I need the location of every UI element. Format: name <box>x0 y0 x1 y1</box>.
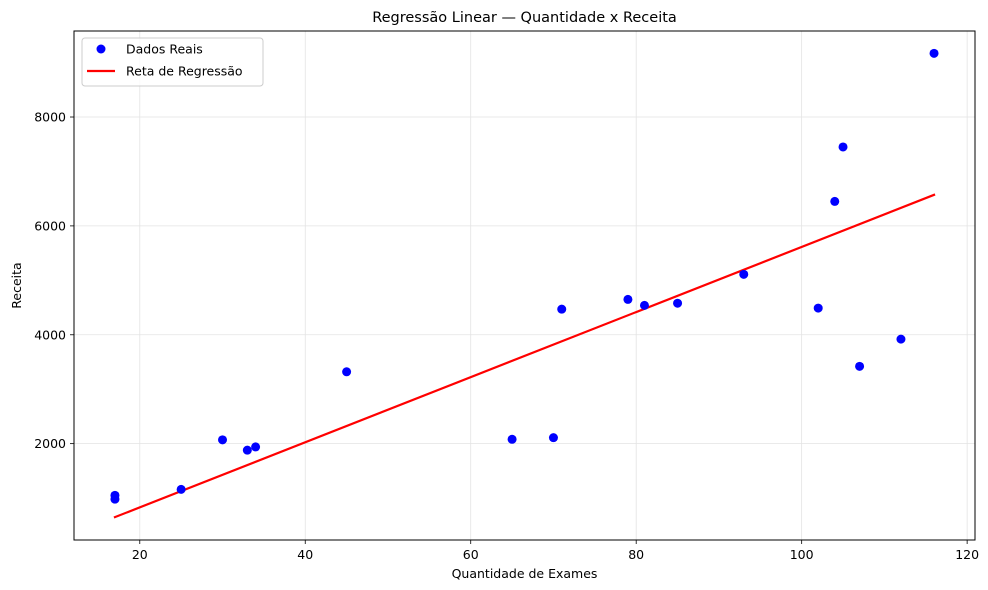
chart-title: Regressão Linear — Quantidade x Receita <box>372 10 677 26</box>
y-axis-label: Receita <box>9 262 24 308</box>
grid <box>74 31 975 540</box>
data-point <box>242 445 252 455</box>
x-tick-label: 120 <box>955 547 979 562</box>
data-point <box>739 269 749 279</box>
legend-marker-dados-reais <box>96 44 106 54</box>
x-tick-label: 80 <box>628 547 644 562</box>
data-point <box>838 142 848 152</box>
data-point <box>896 334 906 344</box>
legend-label-dados-reais: Dados Reais <box>126 42 203 57</box>
data-point <box>855 361 865 371</box>
data-point <box>176 484 186 494</box>
x-tick-label: 100 <box>790 547 814 562</box>
data-point <box>813 303 823 313</box>
data-point <box>673 298 683 308</box>
x-tick-label: 60 <box>463 547 479 562</box>
data-point <box>929 48 939 58</box>
scatter-points <box>110 48 939 504</box>
regression-line <box>113 193 936 519</box>
data-point <box>557 304 567 314</box>
y-tick-label: 8000 <box>34 110 66 125</box>
y-tick-label: 2000 <box>34 436 66 451</box>
legend-label-reta-de-regressao: Reta de Regressão <box>126 64 243 79</box>
legend-box <box>81 37 264 87</box>
data-point <box>342 367 352 377</box>
x-axis-ticks: 20 40 60 80 100 120 <box>132 540 979 562</box>
x-axis-label: Quantidade de Exames <box>452 566 598 581</box>
data-point <box>251 442 261 452</box>
data-point <box>218 435 228 445</box>
y-tick-label: 6000 <box>34 218 66 233</box>
x-tick-label: 20 <box>132 547 148 562</box>
data-point <box>623 294 633 304</box>
data-point <box>110 494 120 504</box>
legend: Dados Reais Reta de Regressão <box>81 37 264 87</box>
data-point <box>507 434 517 444</box>
y-tick-label: 4000 <box>34 327 66 342</box>
data-point <box>830 196 840 206</box>
regression-line-layer <box>113 193 936 519</box>
data-point <box>639 300 649 310</box>
x-tick-label: 40 <box>297 547 313 562</box>
data-point <box>548 433 558 443</box>
plot-frame <box>73 30 976 541</box>
y-axis-ticks: 2000 4000 6000 8000 <box>34 110 74 451</box>
